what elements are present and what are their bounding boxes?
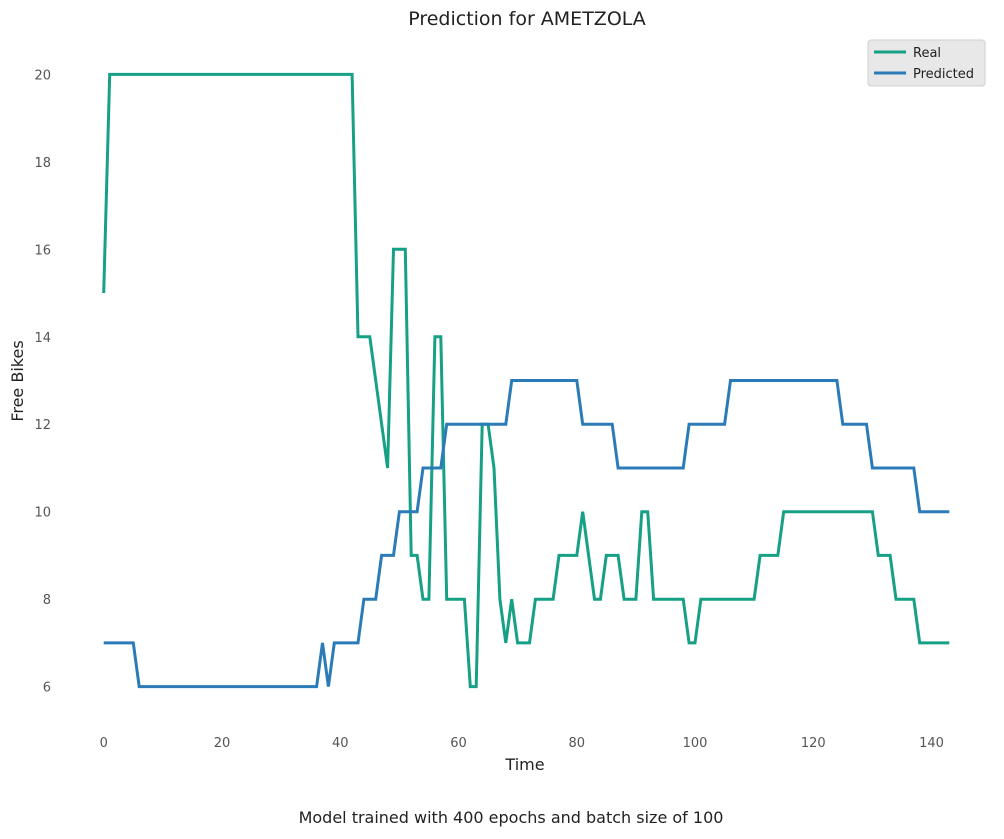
x-tick-label: 80 — [568, 736, 585, 751]
x-tick-label: 20 — [214, 736, 231, 751]
y-tick-label: 18 — [34, 156, 51, 171]
legend-label-predicted: Predicted — [913, 67, 974, 82]
x-tick-label: 40 — [332, 736, 349, 751]
y-tick-label: 10 — [34, 506, 51, 521]
series-layer — [102, 72, 950, 689]
y-axis: 6 8 10 12 14 16 18 20 — [34, 68, 51, 695]
x-tick-label: 100 — [683, 736, 708, 751]
legend: Real Predicted — [867, 39, 986, 87]
x-axis: 0 20 40 60 80 100 120 140 — [100, 736, 944, 751]
x-tick-label: 140 — [919, 736, 944, 751]
x-axis-title: Time — [504, 755, 544, 774]
y-tick-label: 6 — [43, 681, 51, 696]
chart-title: Prediction for AMETZOLA — [408, 8, 646, 30]
y-tick-label: 14 — [34, 331, 51, 346]
x-tick-label: 0 — [100, 736, 108, 751]
series-line-real — [102, 72, 950, 689]
y-tick-label: 16 — [34, 243, 51, 258]
series-line-predicted — [103, 379, 950, 689]
legend-label-real: Real — [913, 46, 941, 61]
y-tick-label: 12 — [34, 418, 51, 433]
y-tick-label: 8 — [43, 593, 51, 608]
y-tick-label: 20 — [34, 68, 51, 83]
x-tick-label: 60 — [450, 736, 467, 751]
y-axis-title: Free Bikes — [8, 340, 27, 421]
x-tick-label: 120 — [801, 736, 826, 751]
model-caption: Model trained with 400 epochs and batch … — [298, 808, 724, 827]
